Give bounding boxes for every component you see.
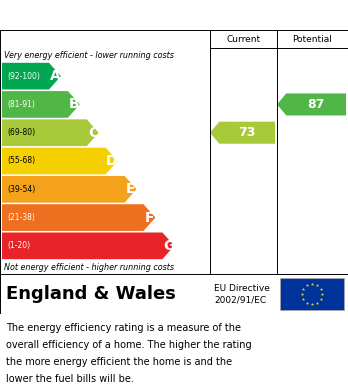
Text: C: C — [88, 126, 98, 140]
Polygon shape — [2, 148, 118, 174]
Text: Not energy efficient - higher running costs: Not energy efficient - higher running co… — [4, 262, 174, 271]
Text: E: E — [126, 182, 136, 196]
Polygon shape — [210, 122, 275, 144]
Text: A: A — [50, 69, 61, 83]
Text: (81-91): (81-91) — [7, 100, 35, 109]
Polygon shape — [2, 204, 156, 231]
Polygon shape — [2, 119, 99, 146]
Text: (55-68): (55-68) — [7, 156, 35, 165]
Text: G: G — [163, 239, 174, 253]
Text: (39-54): (39-54) — [7, 185, 35, 194]
Text: F: F — [145, 211, 155, 224]
Polygon shape — [2, 63, 61, 90]
Bar — [280, 278, 344, 310]
Text: England & Wales: England & Wales — [6, 285, 176, 303]
Text: B: B — [69, 97, 79, 111]
Polygon shape — [277, 93, 346, 115]
Text: (21-38): (21-38) — [7, 213, 35, 222]
Text: D: D — [106, 154, 118, 168]
Text: 73: 73 — [238, 126, 256, 139]
Text: EU Directive
2002/91/EC: EU Directive 2002/91/EC — [214, 283, 270, 305]
Text: Very energy efficient - lower running costs: Very energy efficient - lower running co… — [4, 50, 174, 59]
Text: Energy Efficiency Rating: Energy Efficiency Rating — [9, 7, 211, 23]
Text: 87: 87 — [307, 98, 325, 111]
Text: (1-20): (1-20) — [7, 241, 30, 250]
Text: lower the fuel bills will be.: lower the fuel bills will be. — [6, 374, 134, 384]
Polygon shape — [2, 233, 174, 259]
Text: Potential: Potential — [293, 34, 332, 43]
Text: Current: Current — [227, 34, 261, 43]
Text: the more energy efficient the home is and the: the more energy efficient the home is an… — [6, 357, 232, 367]
Polygon shape — [2, 176, 136, 203]
Text: (92-100): (92-100) — [7, 72, 40, 81]
Polygon shape — [2, 91, 80, 118]
Text: (69-80): (69-80) — [7, 128, 35, 137]
Text: overall efficiency of a home. The higher the rating: overall efficiency of a home. The higher… — [6, 340, 252, 350]
Text: The energy efficiency rating is a measure of the: The energy efficiency rating is a measur… — [6, 323, 241, 333]
